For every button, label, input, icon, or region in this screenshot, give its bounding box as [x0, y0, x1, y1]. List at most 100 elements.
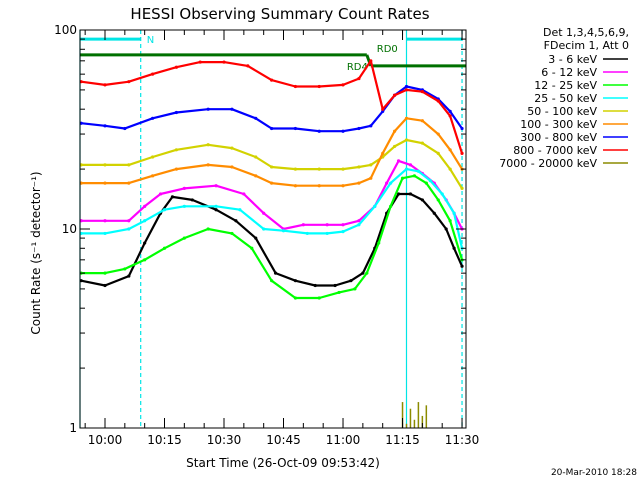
series-6-point — [127, 181, 131, 185]
series-8-point — [222, 60, 226, 64]
series-1-point — [273, 271, 278, 275]
series-7-point — [448, 109, 452, 113]
series-8-point — [150, 72, 155, 76]
series-8-point — [460, 151, 464, 155]
series-3-point — [337, 290, 341, 295]
series-5-point — [103, 163, 107, 167]
series-8-point — [246, 64, 250, 68]
series-4-point — [143, 219, 147, 223]
series-3-point — [293, 296, 298, 300]
series-6-point — [293, 184, 298, 188]
series-8-point — [174, 65, 179, 69]
series-1-point — [420, 198, 424, 202]
series-8-point — [420, 90, 424, 94]
series-3-point — [123, 267, 127, 271]
series-3-point — [230, 231, 234, 236]
series-6-point — [448, 148, 452, 152]
night-label: N — [147, 35, 154, 46]
series-5-point — [230, 146, 234, 150]
series-4-point — [281, 229, 286, 233]
series-4-point — [357, 223, 361, 227]
y-tick-label: 100 — [54, 23, 77, 37]
series-5-point — [317, 167, 321, 171]
series-3-point — [270, 279, 274, 283]
series-6-point — [369, 176, 373, 180]
y-axis-label: Count Rate (s⁻¹ detector⁻¹) — [29, 171, 43, 334]
series-3-point — [400, 176, 405, 180]
series-5-point — [460, 186, 464, 190]
series-6-point — [404, 116, 409, 120]
legend-label-9: 7000 - 20000 keV — [499, 157, 597, 170]
series-3-point — [143, 258, 147, 262]
legend-header-line-1: Det 1,3,4,5,6,9, — [543, 26, 629, 39]
series-1-point — [103, 283, 107, 288]
x-axis: 10:00 10:15 10:30 10:45 11:00 11:15 11:30 — [84, 30, 480, 447]
series-5-point — [392, 144, 397, 149]
series-7-point — [369, 124, 373, 128]
series-1-point — [293, 279, 298, 283]
series-4-point — [127, 227, 131, 231]
y-axis: 1 10 100 — [54, 23, 466, 435]
series-5-point — [150, 155, 155, 159]
series-6-point — [392, 129, 397, 133]
series-6-point — [103, 181, 107, 185]
series-8-point — [293, 84, 298, 89]
legend: Det 1,3,4,5,6,9, FDecim 1, Att 0 3 - 6 k… — [499, 26, 629, 170]
series-1-point — [190, 198, 194, 202]
series-7-point — [341, 129, 345, 133]
series-6-point — [270, 181, 274, 185]
series-4-point — [305, 231, 309, 236]
series-7-point — [103, 124, 107, 128]
series-7-point — [254, 116, 258, 120]
series-2-point — [301, 223, 305, 227]
series-6-point — [230, 165, 234, 169]
series-1-point — [127, 274, 131, 278]
series-6-point — [381, 151, 385, 155]
series-7-point — [404, 84, 409, 89]
series-5-point — [357, 165, 361, 169]
series-3 — [79, 174, 464, 300]
series-1-point — [234, 219, 238, 223]
series-5-point — [341, 167, 345, 171]
series-4-point — [262, 227, 266, 231]
series-7-point — [123, 126, 127, 131]
series-8-point — [341, 83, 345, 87]
series-5-point — [254, 155, 258, 159]
series-3-point — [162, 246, 167, 250]
series-7-point — [317, 129, 321, 133]
series-7-point — [174, 110, 179, 115]
series-8-point — [270, 78, 274, 82]
x-tick-label: 11:30 — [445, 433, 480, 447]
series-4-point — [428, 179, 432, 183]
series-9 — [401, 402, 428, 428]
series-5-point — [127, 163, 131, 167]
series-7-point — [293, 126, 298, 131]
series-8-line — [81, 59, 464, 154]
series-3-point — [365, 271, 369, 275]
series-2-point — [341, 223, 345, 227]
series-1-point — [444, 227, 448, 231]
series-3-point — [317, 296, 321, 300]
legend-label-6: 100 - 300 keV — [520, 118, 597, 131]
generation-timestamp: 20-Mar-2010 18:28 — [551, 468, 637, 478]
series-6-point — [341, 184, 345, 188]
series-2-point — [182, 186, 186, 190]
series-8-point — [357, 76, 361, 81]
series-5-point — [174, 148, 179, 152]
series-2-point — [408, 163, 413, 167]
series-8-point — [448, 114, 452, 118]
series-4-point — [404, 167, 409, 171]
series-5-point — [206, 143, 210, 147]
series-2-point — [262, 211, 266, 215]
series-1-line — [80, 192, 464, 287]
series-6-point — [317, 184, 321, 188]
legend-label-5: 50 - 100 keV — [527, 105, 597, 118]
series-4-point — [182, 204, 186, 208]
series-1-point — [214, 208, 218, 212]
series-7-point — [150, 116, 155, 120]
series-4-point — [325, 231, 329, 236]
series-7-line — [81, 85, 463, 133]
series-2-point — [103, 219, 107, 223]
series-5-point — [448, 167, 452, 171]
